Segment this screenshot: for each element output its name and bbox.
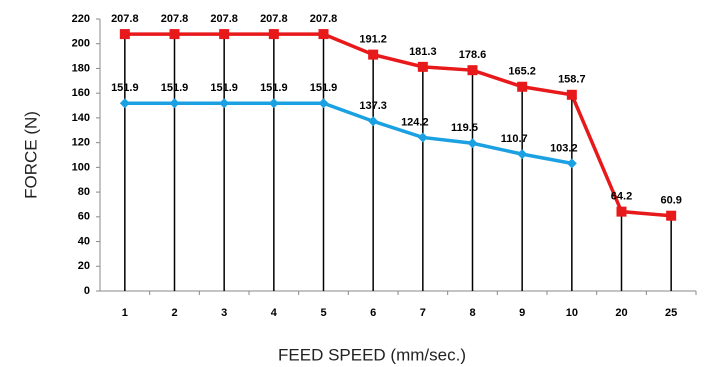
x-tick-label: 8 <box>469 307 475 319</box>
x-tick-label: 25 <box>665 307 677 319</box>
value-label: 151.9 <box>260 82 288 94</box>
y-tick-label: 160 <box>72 87 90 99</box>
marker <box>119 29 130 40</box>
x-tick-label: 5 <box>320 307 326 319</box>
marker <box>268 98 279 109</box>
value-label: 103.2 <box>550 142 578 154</box>
y-tick-label: 80 <box>78 186 90 198</box>
marker <box>517 149 528 160</box>
value-label: 178.6 <box>459 49 487 61</box>
value-label: 207.8 <box>310 13 338 25</box>
marker <box>318 98 329 109</box>
marker <box>517 81 528 92</box>
value-label: 137.3 <box>359 100 387 112</box>
marker <box>417 61 428 72</box>
value-label: 181.3 <box>409 46 437 58</box>
x-tick-label: 6 <box>370 307 376 319</box>
y-tick-label: 0 <box>84 285 90 297</box>
x-tick-label: 20 <box>615 307 627 319</box>
marker <box>119 98 130 109</box>
x-tick-label: 2 <box>171 307 177 319</box>
marker <box>169 98 180 109</box>
marker <box>467 138 478 149</box>
value-label: 158.7 <box>558 74 586 86</box>
marker <box>368 49 379 60</box>
marker <box>368 116 379 127</box>
y-tick-label: 100 <box>72 161 90 173</box>
value-label: 207.8 <box>111 13 139 25</box>
value-label: 151.9 <box>210 82 238 94</box>
value-label: 60.9 <box>660 195 681 207</box>
series-line <box>124 101 573 166</box>
value-label: 207.8 <box>210 13 238 25</box>
marker <box>318 29 329 40</box>
value-label: 151.9 <box>111 82 139 94</box>
y-tick-label: 180 <box>72 62 90 74</box>
value-label: 151.9 <box>310 82 338 94</box>
marker <box>268 29 279 40</box>
x-tick-label: 7 <box>420 307 426 319</box>
marker <box>616 206 627 217</box>
y-tick-label: 40 <box>78 235 90 247</box>
y-tick-label: 220 <box>72 13 90 25</box>
value-label: 124.2 <box>401 116 429 128</box>
x-tick-label: 4 <box>271 307 278 319</box>
marker <box>169 29 180 40</box>
series-line <box>124 32 672 218</box>
y-tick-label: 140 <box>72 112 90 124</box>
value-label: 110.7 <box>501 133 528 145</box>
x-tick-label: 10 <box>566 307 578 319</box>
marker <box>467 65 478 76</box>
y-tick-label: 120 <box>72 137 90 149</box>
marker <box>566 158 577 169</box>
value-label: 207.8 <box>260 13 288 25</box>
value-label: 191.2 <box>359 34 387 46</box>
value-label: 64.2 <box>611 191 632 203</box>
marker <box>666 210 677 221</box>
value-label: 207.8 <box>161 13 189 25</box>
y-axis-title: FORCE (N) <box>21 111 40 199</box>
value-label: 165.2 <box>508 66 536 78</box>
y-tick-label: 60 <box>78 211 90 223</box>
marker <box>566 89 577 100</box>
marker <box>219 29 230 40</box>
marker <box>417 132 428 143</box>
x-axis-title: FEED SPEED (mm/sec.) <box>278 345 466 364</box>
x-tick-label: 1 <box>122 307 128 319</box>
value-label: 151.9 <box>161 82 189 94</box>
x-tick-label: 9 <box>519 307 525 319</box>
y-tick-label: 200 <box>72 38 90 50</box>
value-label: 119.5 <box>451 122 478 134</box>
x-tick-label: 3 <box>221 307 227 319</box>
marker <box>219 98 230 109</box>
y-tick-label: 20 <box>78 260 90 272</box>
